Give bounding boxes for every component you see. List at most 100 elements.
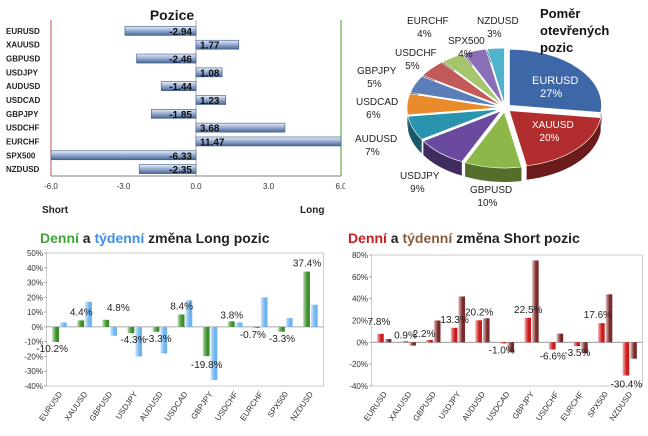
x-tick-label-spx500: SPX500	[266, 390, 291, 420]
pie-slice-xauusd	[508, 110, 602, 167]
data-label-usdcad: 8.4%	[170, 301, 193, 312]
bar-usdcad	[195, 95, 227, 105]
bar-denn--audusd	[152, 326, 160, 332]
pie-slice-usdchf	[422, 61, 501, 106]
x-tick-label: 0.0	[190, 182, 202, 191]
category-label-audusd: AUDUSD	[6, 82, 40, 91]
x-tick-label: 6.0	[335, 182, 345, 191]
bar-t-denn--nzdusd	[310, 304, 318, 327]
title-part-1: a	[78, 230, 95, 246]
pie-title-line-1: Poměr	[540, 6, 580, 21]
bar-t-denn--audusd	[160, 326, 168, 354]
bar-denn--audusd	[475, 320, 482, 343]
bar-t-denn--usdchf	[235, 322, 243, 327]
bar-nzdusd	[138, 164, 197, 174]
bar-denn--usdchf	[548, 342, 556, 350]
value-label-gbpusd: -2.46	[169, 55, 192, 66]
bar-t-denn--spx500	[605, 294, 613, 343]
bar-audusd	[160, 81, 197, 91]
long-change-chart: 50% 40% 30% 20% 10% 0% -10% -20% -30% -40%EURUSD -…	[24, 249, 324, 423]
y-tick-label: 30%	[27, 279, 43, 288]
bar-t-denn--xauusd	[409, 342, 416, 346]
data-label-gbpusd: 2.2%	[413, 329, 436, 340]
bar-denn--gbpjpy	[524, 317, 532, 343]
data-label-gbpjpy: -19.8%	[191, 360, 223, 371]
short-change-panel: Denní a týdenní změna Short pozic 80% 60%…	[330, 228, 648, 431]
bar-t-denn--gbpusd	[433, 320, 441, 343]
pie-label-usdcad: USDCAD	[356, 97, 398, 108]
bar-t-denn--eurusd	[384, 339, 392, 343]
category-label-eurusd: EURUSD	[6, 27, 40, 36]
data-label-usdcad: -1.0%	[489, 345, 515, 356]
pie-value-gbpjpy: 5%	[367, 79, 382, 90]
pie-slice-side-gbpusd	[465, 162, 522, 182]
value-label-xauusd: 1.77	[200, 41, 220, 52]
data-label-eurusd: -10.2%	[36, 344, 68, 355]
pie-slice-nzdusd	[486, 47, 505, 105]
pie-value-usdcad: 6%	[366, 110, 381, 121]
pie-label-eurusd: EURUSD	[532, 75, 579, 87]
bar-t-denn--audusd	[482, 318, 490, 343]
bar-denn--usdcad	[499, 342, 507, 344]
x-tick-label-nzdusd: NZDUSD	[608, 390, 635, 423]
x-tick-label-usdchf: USDCHF	[534, 390, 561, 423]
title-part-3: změna Long pozic	[144, 230, 270, 246]
category-label-usdcad: USDCAD	[6, 96, 40, 105]
category-label-gbpusd: GBPUSD	[6, 55, 40, 64]
bar-denn--gbpusd	[102, 319, 110, 327]
long-change-panel: Denní a týdenní změna Long pozic 50% 40% 3…	[0, 228, 330, 431]
x-tick-label-eurusd: EURUSD	[37, 390, 64, 423]
bar-t-denn--usdjpy	[458, 296, 466, 343]
bar-denn--gbpusd	[426, 339, 433, 343]
x-tick-label-xauusd: XAUUSD	[387, 390, 414, 423]
x-tick-label-usdjpy: USDJPY	[114, 389, 140, 421]
short-change-title: Denní a týdenní změna Short pozic	[348, 230, 580, 246]
bar-t-denn--usdchf	[556, 333, 564, 343]
pie-value-usdchf: 5%	[405, 61, 420, 72]
data-label-xauusd: 0.9%	[394, 330, 417, 341]
bar-denn--eurusd	[52, 326, 60, 342]
data-label-gbpusd: 4.8%	[107, 303, 130, 314]
bar-denn--eurusd	[377, 333, 384, 343]
pie-label-usdjpy: USDJPY	[400, 171, 440, 182]
pie-slice-usdjpy	[422, 110, 502, 163]
data-label-spx500: 17.6%	[584, 310, 612, 321]
short-change-chart: 80% 60% 40% 20% 0% -20% -40%EURUSD 7.8% XAUUSD 0.…	[349, 251, 643, 423]
bar-xauusd	[195, 39, 240, 50]
pie-slice-eurusd	[509, 49, 602, 113]
pie-label-gbpjpy: GBPJPY	[357, 66, 397, 77]
pie-value-nzdusd: 3%	[487, 29, 502, 40]
data-label-nzdusd: 37.4%	[293, 259, 321, 270]
x-tick-label-eurchf: EURCHF	[559, 390, 586, 423]
data-label-eurchf: -3.5%	[564, 348, 590, 359]
x-tick-label-gbpusd: GBPUSD	[411, 390, 438, 423]
bar-denn--eurchf	[573, 342, 581, 347]
title-part-2: týdenní	[94, 230, 145, 246]
bar-denn--xauusd	[77, 320, 85, 327]
y-tick-label: 50%	[27, 249, 43, 258]
value-label-audusd: -1.44	[169, 82, 192, 93]
long-change-title: Denní a týdenní změna Long pozic	[40, 230, 269, 246]
category-label-spx500: SPX500	[6, 151, 36, 160]
short-side-label: Short	[42, 205, 69, 216]
bar-denn--usdcad	[177, 314, 185, 327]
pie-label-xauusd: XAUUSD	[532, 120, 574, 131]
bar-denn--usdjpy	[450, 327, 458, 343]
bar-t-denn--usdcad	[507, 342, 515, 353]
pie-value-eurusd: 27%	[540, 88, 562, 100]
bar-denn--eurchf	[252, 326, 260, 328]
pie-slice-spx500	[442, 53, 503, 105]
pie-slice-gbpusd	[464, 111, 522, 169]
y-tick-label: 0%	[356, 338, 368, 347]
x-tick-label-usdchf: USDCHF	[213, 390, 240, 423]
y-tick-label: 0%	[31, 323, 43, 332]
data-label-gbpjpy: 22.5%	[514, 305, 542, 316]
bar-gbpjpy	[150, 109, 197, 119]
bar-t-denn--usdjpy	[135, 326, 143, 357]
pie-value-audusd: 7%	[365, 147, 380, 158]
x-tick-label-gbpjpy: GBPJPY	[189, 389, 215, 421]
value-label-usdjpy: 1.08	[200, 68, 220, 79]
pie-label-audusd: AUDUSD	[355, 134, 397, 145]
bar-usdjpy	[195, 67, 223, 78]
x-tick-label-eurusd: EURUSD	[362, 390, 389, 423]
